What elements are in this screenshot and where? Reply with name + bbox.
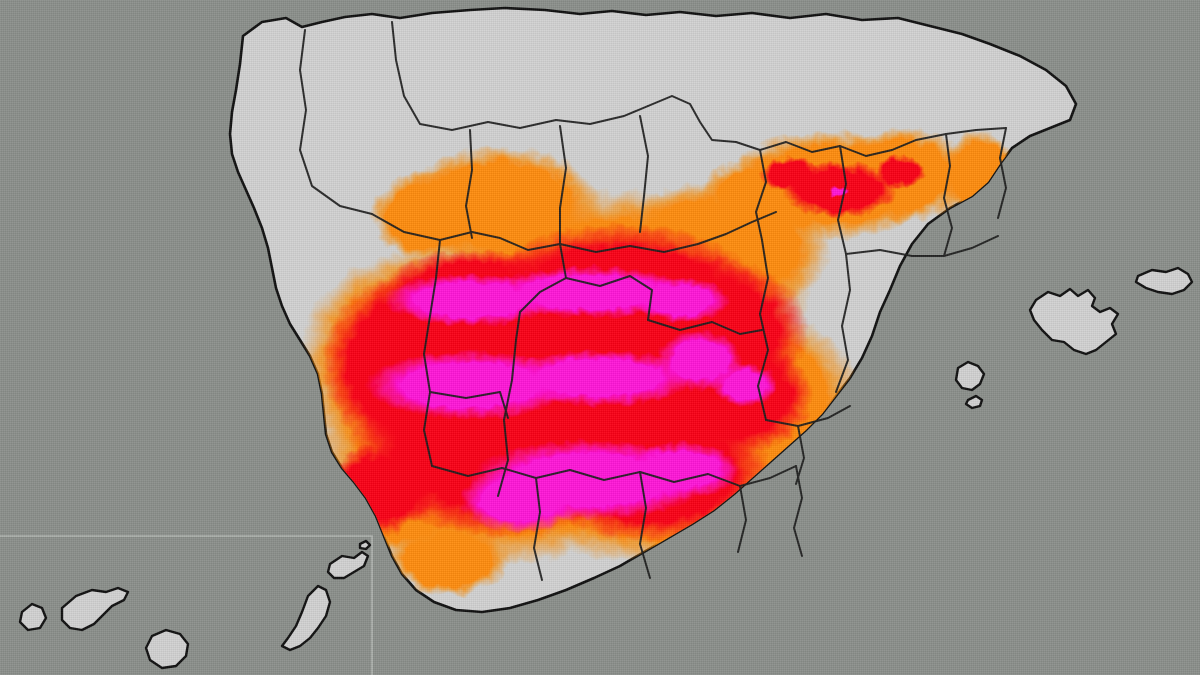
island-tenerife (60, 586, 130, 632)
canary-inset-frame (0, 535, 373, 675)
island-menorca (1134, 266, 1194, 296)
canary-islands-inset (0, 535, 373, 675)
island-gran-canaria (144, 628, 190, 670)
heat-band-magenta-extreme (365, 186, 849, 532)
island-formentera (964, 394, 984, 410)
balearic-islands (954, 266, 1194, 410)
island-lanzarote (326, 550, 370, 580)
island-ibiza (954, 360, 986, 392)
island-fuerteventura (280, 584, 332, 652)
island-la-palma (18, 602, 48, 632)
island-la-graciosa (358, 539, 372, 551)
administrative-borders (299, 21, 1007, 581)
heat-field (300, 127, 1018, 595)
island-mallorca (1028, 287, 1120, 356)
